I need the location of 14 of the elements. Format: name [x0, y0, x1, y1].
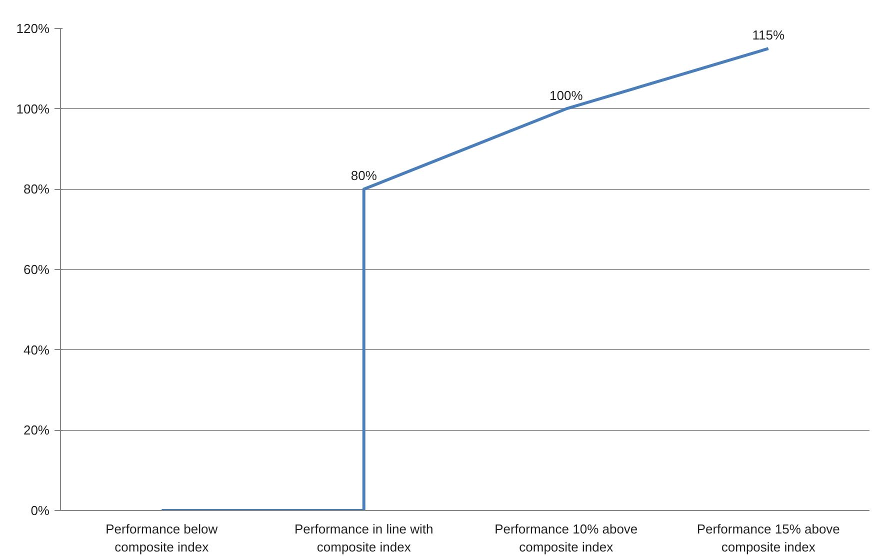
y-tick-label: 100%: [16, 101, 50, 116]
data-label: 115%: [752, 28, 785, 43]
y-tick-label: 0%: [30, 503, 50, 518]
x-tick-label: Performance below composite index: [106, 522, 218, 554]
data-label: 100%: [550, 88, 584, 103]
x-tick-label: Performance 10% above composite index: [494, 522, 638, 554]
data-label: 80%: [350, 168, 378, 184]
y-tick-label: 20%: [23, 422, 50, 438]
y-tick-label: 80%: [23, 182, 50, 197]
y-tick-label: 40%: [23, 342, 50, 358]
y-tick-label: 60%: [23, 262, 50, 277]
x-tick-label: Performance 15% above composite index: [696, 522, 840, 554]
y-tick-label: 120%: [16, 21, 50, 36]
x-tick-label: Performance in line with composite index: [294, 522, 434, 554]
